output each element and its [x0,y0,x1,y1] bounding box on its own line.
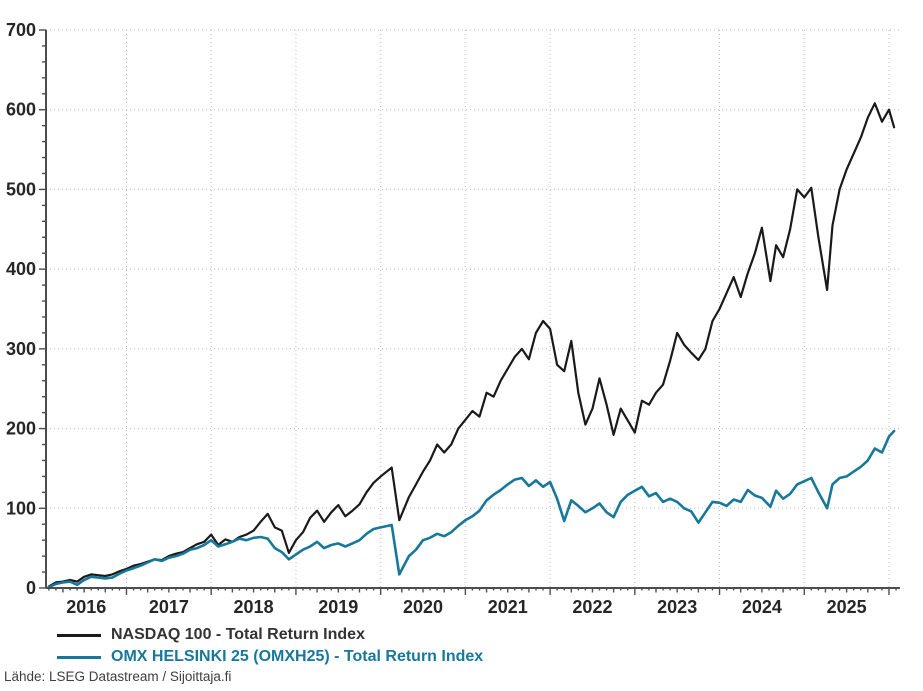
omxh25-legend-label: OMX HELSINKI 25 (OMXH25) - Total Return … [111,648,484,665]
x-tick-label: 2025 [827,597,867,617]
nasdaq-100-line [47,102,896,588]
y-tick-label: 400 [6,259,36,279]
legend: NASDAQ 100 - Total Return Index OMX HELS… [57,624,483,668]
y-tick-label: 700 [6,20,36,40]
x-tick-label: 2023 [657,597,697,617]
nasdaq-line-swatch-icon [57,633,101,637]
legend-item-omxh25: OMX HELSINKI 25 (OMXH25) - Total Return … [57,646,483,668]
x-tick-label: 2016 [66,597,106,617]
nasdaq-legend-label: NASDAQ 100 - Total Return Index [111,626,365,643]
x-tick-label: 2022 [572,597,612,617]
source-credit: Lähde: LSEG Datastream / Sijoittaja.fi [4,669,232,684]
axes [39,29,900,595]
x-tick-label: 2024 [742,597,782,617]
omxh25-line [47,429,896,589]
y-tick-label: 0 [26,578,36,598]
x-tick-label: 2018 [234,597,274,617]
x-tick-label: 2020 [403,597,443,617]
x-tick-label: 2021 [488,597,528,617]
y-tick-label: 100 [6,498,36,518]
y-tick-label: 200 [6,419,36,439]
axis-tick-labels: 0 100 200 300 400 500 600 700 2016 2017 2018 2019 20… [6,20,867,617]
line-chart: 0 100 200 300 400 500 600 700 2016 2017 2018 2019 20… [6,20,900,617]
series-lines [47,102,896,589]
y-tick-label: 500 [6,179,36,199]
x-tick-label: 2019 [318,597,358,617]
legend-item-nasdaq: NASDAQ 100 - Total Return Index [57,624,483,646]
y-tick-label: 300 [6,339,36,359]
gridlines [46,29,900,588]
y-tick-label: 600 [6,100,36,120]
omxh25-line-swatch-icon [57,655,101,659]
x-tick-label: 2017 [149,597,189,617]
